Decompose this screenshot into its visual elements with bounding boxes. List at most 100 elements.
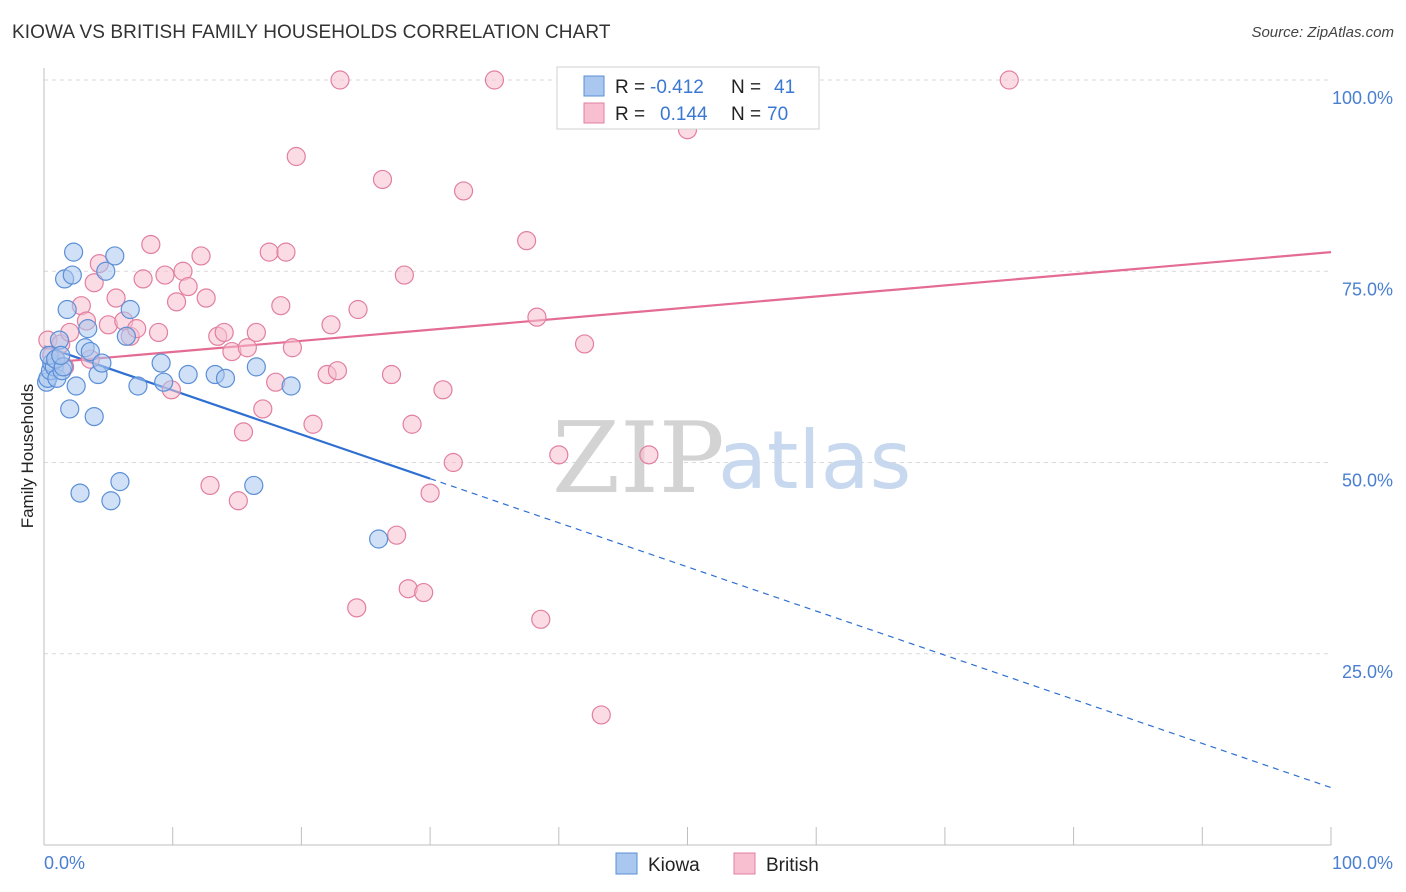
british-point xyxy=(196,288,216,308)
chart-title: KIOWA VS BRITISH FAMILY HOUSEHOLDS CORRE… xyxy=(12,22,611,43)
kiowa-point xyxy=(151,353,171,373)
british-point xyxy=(233,422,254,442)
british-point xyxy=(282,338,302,358)
british-point xyxy=(141,234,161,255)
kiowa-point xyxy=(96,261,116,281)
y-tick-labels: 25.0% 50.0% 75.0% 100.0% xyxy=(1332,88,1393,682)
british-point xyxy=(453,181,474,201)
british-point xyxy=(178,276,198,297)
grid-lines xyxy=(44,79,1331,655)
british-point xyxy=(246,322,266,343)
british-point xyxy=(347,598,367,618)
legend-n-value-kiowa: 41 xyxy=(774,77,795,98)
y-tick-label-100: 100.0% xyxy=(1332,88,1393,108)
british-point xyxy=(276,242,296,262)
correlation-legend: R = -0.412 N = 41 R = 0.144 N = 70 xyxy=(556,66,820,130)
legend-n-label-kiowa: N = xyxy=(731,77,761,98)
kiowa-trend-extension xyxy=(429,478,1332,789)
british-point xyxy=(253,399,273,419)
british-point xyxy=(84,273,104,293)
british-point xyxy=(999,70,1019,90)
kiowa-point xyxy=(92,353,112,373)
british-point xyxy=(372,169,393,190)
british-point xyxy=(531,609,551,629)
british-point xyxy=(228,491,248,511)
british-point xyxy=(106,288,126,308)
kiowa-point xyxy=(51,345,71,365)
british-point xyxy=(639,445,659,465)
legend-r-value-kiowa: -0.412 xyxy=(650,77,704,98)
series-legend: Kiowa British xyxy=(615,852,819,876)
british-point xyxy=(574,334,595,354)
british-point xyxy=(414,582,434,603)
kiowa-point xyxy=(60,399,80,419)
british-point xyxy=(420,483,440,503)
british-point xyxy=(443,452,463,473)
kiowa-point xyxy=(116,326,136,346)
british-point xyxy=(286,146,306,167)
british-point xyxy=(214,322,234,343)
british-point xyxy=(237,338,257,358)
british-point xyxy=(517,231,537,251)
british-point xyxy=(321,315,341,335)
y-tick-label-75: 75.0% xyxy=(1342,279,1393,299)
kiowa-point xyxy=(110,472,130,492)
kiowa-point xyxy=(369,529,389,549)
british-point xyxy=(191,246,211,266)
legend-n-label-british: N = xyxy=(731,104,761,125)
legend-r-label-british: R = xyxy=(615,104,645,125)
watermark-atlas: atlas xyxy=(718,414,911,507)
british-point xyxy=(348,299,368,320)
bottom-legend-swatch-british xyxy=(733,852,756,875)
kiowa-point xyxy=(105,246,125,266)
british-point xyxy=(303,414,323,434)
kiowa-point xyxy=(178,364,198,385)
trend-lines xyxy=(43,251,1332,789)
x-tick-label-min: 0.0% xyxy=(44,853,85,873)
chart-source: Source: ZipAtlas.com xyxy=(1251,24,1394,41)
kiowa-point xyxy=(281,376,301,396)
legend-n-value-british: 70 xyxy=(767,104,788,125)
british-point xyxy=(271,296,291,316)
british-point xyxy=(433,380,453,400)
legend-r-label-kiowa: R = xyxy=(615,77,645,98)
british-point xyxy=(387,525,407,545)
british-point xyxy=(133,269,153,289)
bottom-legend-label-kiowa: Kiowa xyxy=(648,855,700,876)
kiowa-point xyxy=(120,299,140,320)
legend-r-value-british: 0.144 xyxy=(660,104,708,125)
y-axis-label: Family Households xyxy=(18,384,37,529)
bottom-legend-label-british: British xyxy=(766,855,819,876)
british-point xyxy=(549,445,569,465)
british-point xyxy=(394,265,414,285)
british-point xyxy=(381,364,402,385)
legend-swatch-kiowa xyxy=(583,75,605,97)
kiowa-point xyxy=(70,483,90,503)
british-point xyxy=(591,705,611,725)
british-point xyxy=(484,70,505,90)
british-point xyxy=(402,414,422,434)
kiowa-point xyxy=(128,376,148,396)
kiowa-point xyxy=(246,357,266,377)
x-tick-label-max: 100.0% xyxy=(1332,853,1393,873)
kiowa-point xyxy=(78,319,98,339)
y-tick-label-25: 25.0% xyxy=(1342,662,1393,682)
british-trend-line xyxy=(43,251,1332,365)
british-point xyxy=(155,265,175,285)
kiowa-point xyxy=(244,475,264,496)
british-point xyxy=(330,70,350,90)
watermark-zip: ZIP xyxy=(552,402,725,516)
kiowa-point xyxy=(215,368,236,388)
legend-swatch-british xyxy=(583,102,605,124)
kiowa-point xyxy=(66,376,86,396)
kiowa-point xyxy=(101,491,121,511)
kiowa-point xyxy=(64,242,84,262)
british-point xyxy=(166,292,187,312)
kiowa-point xyxy=(62,265,82,285)
british-point xyxy=(327,361,348,381)
x-axis-ticks xyxy=(43,827,1332,845)
kiowa-point xyxy=(80,341,100,362)
y-tick-label-50: 50.0% xyxy=(1342,471,1393,491)
kiowa-point xyxy=(84,407,104,427)
